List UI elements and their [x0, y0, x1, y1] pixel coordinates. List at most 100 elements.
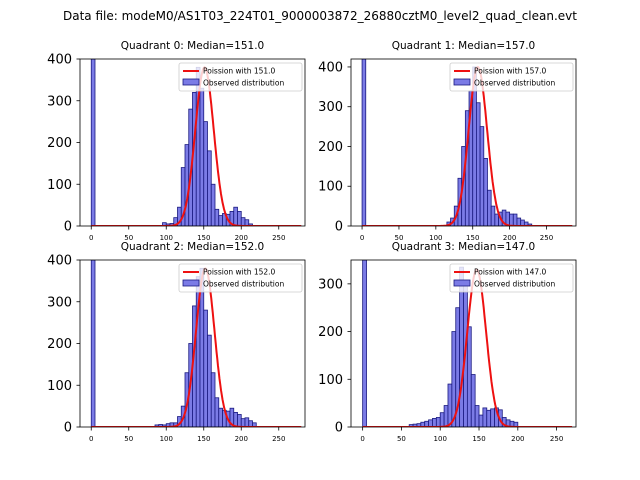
x-tick-label: 100: [429, 234, 442, 242]
y-tick-label: 200: [47, 337, 72, 352]
legend-label-poisson: Poission with 147.0: [474, 268, 547, 277]
histogram-bar: [214, 208, 220, 226]
histogram-bar: [490, 205, 496, 226]
legend-label-observed: Observed distribution: [474, 280, 555, 289]
histogram-bar: [516, 217, 522, 226]
histogram-bar: [199, 87, 205, 226]
histogram-bar: [207, 334, 212, 427]
poisson-curve: [362, 268, 573, 427]
histogram-bar: [240, 217, 246, 226]
histogram-bar-zero: [90, 59, 96, 226]
y-tick-label: 200: [47, 136, 72, 151]
legend: Poission with 152.0 Observed distribution: [178, 263, 303, 293]
histogram-bar: [494, 213, 499, 226]
x-tick-label: 50: [394, 234, 403, 242]
legend-box: [178, 62, 303, 92]
histogram-bar: [432, 418, 437, 427]
histogram-bar-zero: [362, 260, 367, 427]
y-tick-label: 300: [47, 295, 72, 310]
histogram-bar: [474, 405, 480, 427]
y-tick-label: 100: [318, 373, 343, 388]
panel-title: Quadrant 3: Median=147.0: [392, 241, 535, 253]
x-tick-label: 50: [124, 234, 133, 242]
axes-frame: [350, 58, 577, 227]
y-tick-label: 0: [335, 421, 343, 436]
plot-area: [90, 260, 302, 427]
legend-label-poisson: Poission with 152.0: [203, 268, 276, 277]
histogram-bar: [487, 189, 492, 226]
histogram-bar: [509, 213, 514, 226]
legend-label-poisson: Poission with 151.0: [203, 67, 276, 76]
histogram-bar: [218, 407, 223, 427]
histogram-bar: [479, 126, 485, 226]
x-tick-label: 0: [89, 234, 93, 242]
histogram-bar: [428, 419, 433, 427]
x-tick-label: 200: [503, 234, 516, 242]
figure-title: Data file: modeM0/AS1T03_224T01_90000038…: [63, 9, 577, 23]
poisson-curve: [362, 65, 573, 226]
x-tick-label: 50: [397, 435, 406, 443]
x-tick-label: 50: [124, 435, 133, 443]
histogram-bar: [476, 102, 481, 226]
panel-title: Quadrant 1: Median=157.0: [392, 40, 535, 52]
legend-label-poisson: Poission with 157.0: [474, 67, 547, 76]
poisson-curve: [91, 267, 302, 427]
legend-box: [449, 263, 574, 293]
legend-label-observed: Observed distribution: [203, 79, 284, 88]
legend-label-observed: Observed distribution: [474, 79, 555, 88]
histogram-bar: [237, 414, 242, 427]
x-tick-label: 100: [434, 435, 447, 443]
x-tick-label: 150: [466, 234, 479, 242]
histogram-bar: [203, 309, 208, 427]
histogram-bar: [248, 223, 253, 226]
panel-quadrant-3: 0 50 100 150 200 250 0 100 200 300 Quadrant 3: Med…: [318, 241, 577, 443]
x-tick-label: 200: [511, 435, 524, 443]
y-tick-label: 300: [318, 277, 343, 292]
histogram-bar: [435, 417, 441, 427]
histogram-bar: [184, 144, 190, 226]
panel-title: Quadrant 0: Median=151.0: [121, 40, 264, 52]
histogram-bar: [237, 210, 242, 226]
x-tick-label: 0: [360, 234, 364, 242]
x-tick-label: 200: [235, 234, 248, 242]
panel-title: Quadrant 2: Median=152.0: [121, 241, 264, 253]
x-tick-label: 250: [272, 435, 285, 443]
x-tick-label: 250: [540, 234, 553, 242]
axes-frame: [350, 259, 577, 428]
legend-box: [178, 263, 303, 293]
y-tick-label: 200: [318, 325, 343, 340]
histogram-bar: [214, 397, 220, 427]
y-tick-label: 0: [335, 220, 343, 235]
x-tick-label: 200: [235, 435, 248, 443]
x-tick-label: 0: [89, 435, 93, 443]
legend-label-observed: Observed distribution: [203, 280, 284, 289]
histogram-bar: [478, 414, 484, 427]
x-tick-label: 250: [272, 234, 285, 242]
histogram-bar: [218, 215, 223, 226]
x-tick-label: 100: [160, 234, 173, 242]
histogram-bar: [466, 326, 472, 427]
histogram-bar: [244, 417, 250, 427]
histogram-bar: [233, 206, 238, 226]
histogram-bar: [233, 411, 238, 427]
legend: Poission with 157.0 Observed distribution: [449, 62, 574, 92]
y-tick-label: 100: [47, 178, 72, 193]
panel-quadrant-0: 0 50 100 150 200 250 0 100 200 300 400 Quadrant 0: …: [47, 40, 306, 242]
histogram-bar: [210, 183, 216, 226]
histogram-bar: [240, 418, 246, 427]
x-tick-label: 250: [550, 435, 563, 443]
y-tick-label: 200: [318, 140, 343, 155]
histogram-bar: [470, 374, 476, 427]
y-tick-label: 100: [47, 379, 72, 394]
legend-patch-icon: [453, 279, 471, 287]
y-tick-label: 300: [47, 94, 72, 109]
histogram-bar: [443, 405, 449, 427]
legend: Poission with 151.0 Observed distribution: [178, 62, 303, 92]
histogram-bar: [513, 421, 519, 427]
y-tick-label: 0: [64, 421, 72, 436]
legend-patch-icon: [182, 78, 200, 86]
y-tick-label: 400: [47, 53, 72, 68]
histogram-bar: [482, 407, 488, 427]
histogram-bar: [203, 121, 208, 226]
